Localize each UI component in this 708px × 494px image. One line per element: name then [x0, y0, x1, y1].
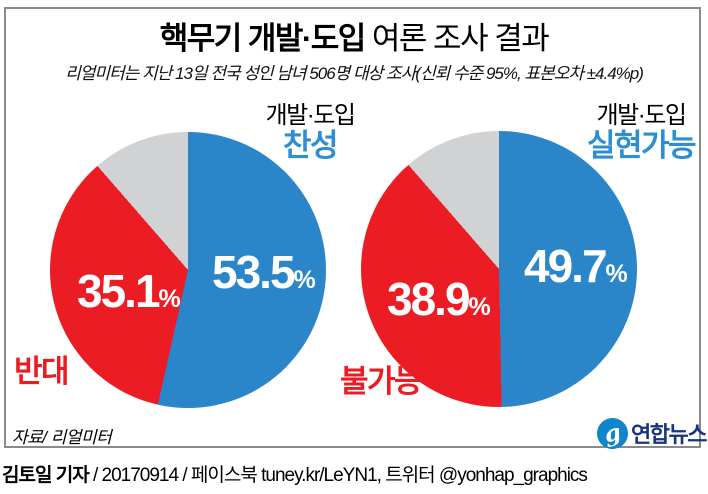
pie-right-feasible-percent-sign: % [605, 260, 628, 288]
pie-left-oppose-number: 35.1 [77, 265, 161, 317]
page-title-rest: 여론 조사 결과 [364, 21, 550, 56]
pie-left-oppose-value: 35.1% [77, 268, 181, 314]
pie-left-approve-number: 53.5 [212, 246, 296, 298]
pie-left-heading: 개발·도입 찬성 [225, 102, 395, 163]
credit-author: 김토일 기자 [2, 465, 90, 486]
pie-right-feasible-value: 49.7% [524, 243, 628, 289]
pie-chart-feasibility [361, 131, 637, 407]
pie-right-heading-feasible-label: 실현가능 [586, 127, 697, 163]
pie-right-heading: 개발·도입 실현가능 [556, 102, 708, 163]
pie-right-infeasible-percent-sign: % [468, 293, 491, 321]
pie-right-feasible-number: 49.7 [524, 240, 608, 292]
credit-line: 김토일 기자 / 20170914 / 페이스북 tuney.kr/LeYN1,… [2, 460, 588, 487]
page-title: 핵무기 개발·도입 여론 조사 결과 [0, 13, 708, 58]
pie-left-oppose-label: 반대 [14, 354, 70, 389]
yonhap-logo-icon: g [594, 414, 631, 452]
pie-left-approve-value: 53.5% [212, 249, 316, 295]
survey-methodology-note: 리얼미터는 지난 13일 전국 성인 남녀 506명 대상 조사(신뢰 수준 9… [65, 64, 644, 83]
yonhap-logo-wordmark: 연합뉴스 [631, 422, 707, 447]
pie-right-infeasible-label: 불가능 [340, 364, 423, 399]
data-source-note: 자료/ 리얼미터 [12, 428, 112, 447]
pie-right-heading-topic: 개발·도입 [596, 102, 687, 129]
pie-left-heading-approve-label: 찬성 [282, 127, 339, 163]
pie-left-approve-percent-sign: % [293, 266, 316, 294]
pie-left-heading-topic: 개발·도입 [265, 102, 356, 129]
pie-chart-approval [50, 132, 326, 408]
page-title-emphasis: 핵무기 개발·도입 [159, 21, 367, 56]
pie-right-infeasible-value: 38.9% [387, 276, 491, 322]
yonhap-news-logo: g 연합뉴스 [594, 414, 707, 452]
pie-left-oppose-percent-sign: % [158, 285, 181, 313]
credit-meta: / 20170914 / 페이스북 tuney.kr/LeYN1, 트위터 @y… [88, 465, 588, 486]
pie-right-infeasible-number: 38.9 [387, 273, 471, 325]
